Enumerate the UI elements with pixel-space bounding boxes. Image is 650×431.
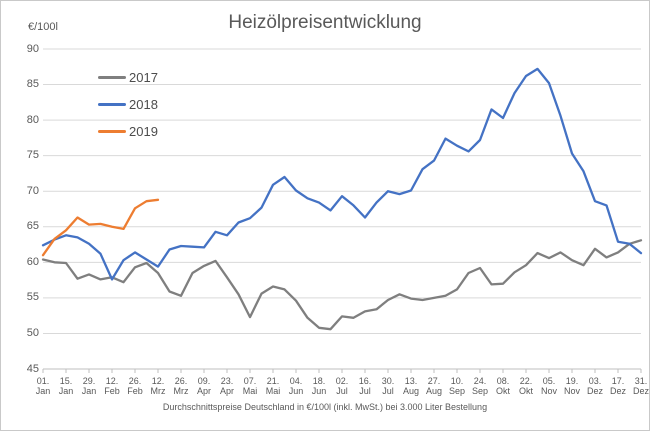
x-tick-label-12feb: 12. Feb [104, 376, 120, 396]
legend-item-2018: 2018 [98, 91, 158, 118]
x-tick-label-31dez: 31. Dez [632, 376, 649, 396]
x-tick-label-27aug: 27. Aug [425, 376, 442, 396]
x-tick-label-12mrz: 12. Mrz [150, 376, 166, 396]
x-tick-label-10sep: 10. Sep [448, 376, 465, 396]
x-tick-label-26mrz: 26. Mrz [173, 376, 189, 396]
x-tick-label-22okt: 22. Okt [518, 376, 533, 396]
chart-title: Heizölpreisentwicklung [228, 12, 422, 33]
legend-label-2017: 2017 [129, 70, 158, 85]
x-tick-label-08okt: 08. Okt [495, 376, 510, 396]
series-line-2018 [41, 67, 643, 281]
y-tick-label-60: 60 [26, 255, 39, 268]
legend-swatch-2017 [98, 76, 126, 79]
legend: 2017 2018 2019 [98, 64, 158, 145]
x-axis-title: Durchschnittspreise Deutschland in €/100… [162, 402, 488, 412]
y-tick-label-85: 85 [26, 78, 39, 91]
x-tick-label-26feb: 26. Feb [127, 376, 143, 396]
x-tick-label-18jun: 18. Jun [311, 376, 327, 396]
x-tick-label-24sep: 24. Sep [471, 376, 488, 396]
y-tick-label-80: 80 [26, 113, 39, 126]
y-tick-label-45: 45 [26, 362, 39, 375]
x-tick-label-05nov: 05. Nov [540, 376, 557, 396]
y-tick-label-70: 70 [26, 184, 39, 197]
x-tick-label-01jan: 01. Jan [35, 376, 51, 396]
x-tick-label-21mai: 21. Mai [265, 376, 281, 396]
series-line-2017 [41, 239, 643, 331]
y-axis-unit-label: €/100l [28, 21, 58, 33]
legend-swatch-2018 [98, 103, 126, 106]
x-tick-label-15jan: 15. Jan [58, 376, 74, 396]
x-tick-label-29jan: 29. Jan [81, 376, 97, 396]
x-tick-label-02jul: 02. Jul [335, 376, 349, 396]
x-tick-label-17dez: 17. Dez [609, 376, 626, 396]
legend-item-2019: 2019 [98, 118, 158, 145]
x-tick-label-09apr: 09. Apr [196, 376, 211, 396]
x-tick-label-13aug: 13. Aug [402, 376, 419, 396]
x-tick-label-23apr: 23. Apr [219, 376, 234, 396]
y-tick-label-50: 50 [26, 326, 39, 339]
y-tick-label-75: 75 [26, 149, 39, 162]
y-tick-label-65: 65 [26, 220, 39, 233]
series-line-2019 [41, 198, 160, 257]
legend-item-2017: 2017 [98, 64, 158, 91]
y-tick-label-55: 55 [26, 291, 39, 304]
legend-label-2019: 2019 [129, 124, 158, 139]
x-tick-label-30jul: 30. Jul [381, 376, 395, 396]
x-tick-label-16jul: 16. Jul [358, 376, 372, 396]
x-tick-label-03dez: 03. Dez [586, 376, 603, 396]
legend-swatch-2019 [98, 130, 126, 133]
x-tick-label-19nov: 19. Nov [563, 376, 580, 396]
x-tick-label-04jun: 04. Jun [288, 376, 304, 396]
y-tick-label-90: 90 [26, 42, 39, 55]
x-tick-label-07mai: 07. Mai [242, 376, 258, 396]
legend-label-2018: 2018 [129, 97, 158, 112]
